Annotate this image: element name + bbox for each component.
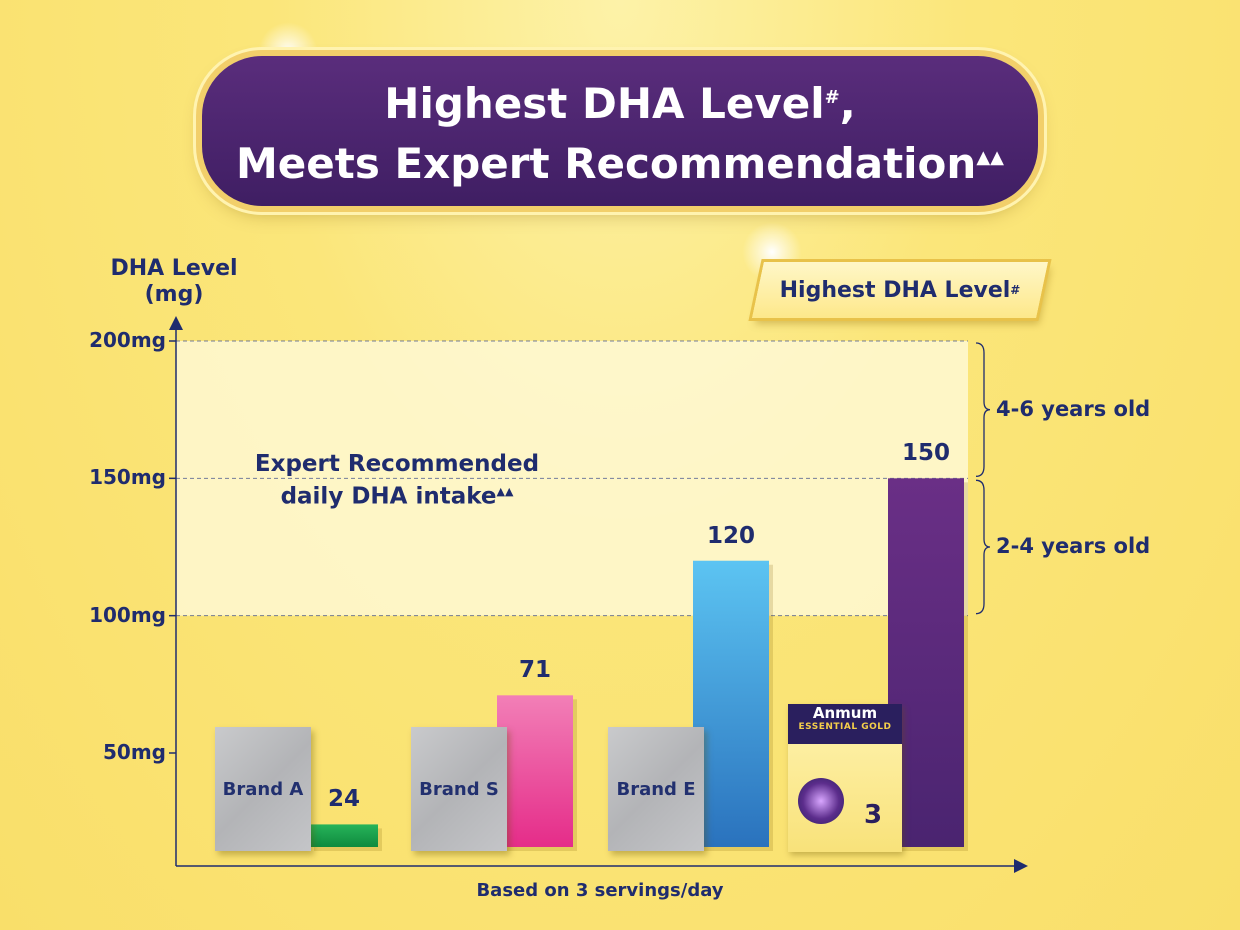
range-label-4-6-years: 4-6 years old xyxy=(996,396,1151,421)
range-bracket-0 xyxy=(975,479,991,615)
bar-brand-s xyxy=(497,695,573,847)
brand-e-box: Brand E xyxy=(608,727,704,851)
bar-brand-a xyxy=(310,824,378,847)
anmum-product-pack: Anmum ESSENTIAL GOLD 3 xyxy=(788,704,902,852)
brand-a-box: Brand A xyxy=(215,727,311,851)
product-graphic-icon xyxy=(798,778,844,824)
product-header: Anmum ESSENTIAL GOLD xyxy=(788,704,902,744)
product-brand: Anmum xyxy=(812,704,878,722)
highest-dha-badge: Highest DHA Level # xyxy=(779,277,1021,303)
y-tick-label-200: 200mg xyxy=(89,328,166,352)
expert-recommendation-note: Expert Recommended daily DHA intake▲▲ xyxy=(254,451,540,510)
value-label-brand-a: 24 xyxy=(327,786,360,813)
y-tick-label-100: 100mg xyxy=(89,602,166,627)
value-label-brand-s: 71 xyxy=(518,657,551,684)
product-line: ESSENTIAL GOLD xyxy=(798,722,892,732)
bar-brand-e xyxy=(693,560,769,847)
value-label-brand-e: 120 xyxy=(706,522,755,549)
y-axis-title: DHA Level (mg) xyxy=(110,256,238,307)
value-label-anmum: 150 xyxy=(901,440,950,467)
title-banner: Highest DHA Level#, Meets Expert Recomme… xyxy=(202,56,1038,206)
range-label-2-4-years: 2-4 years old xyxy=(996,534,1151,558)
title-line-2: Meets Expert Recommendation▲▲ xyxy=(235,139,1005,188)
range-bracket-1 xyxy=(975,342,991,477)
product-step-number: 3 xyxy=(864,800,883,830)
brand-s-box: Brand S xyxy=(411,727,507,851)
y-axis-arrow xyxy=(169,316,183,330)
x-axis-label: Based on 3 servings/day xyxy=(476,880,724,901)
y-tick-label-50: 50mg xyxy=(103,740,166,764)
y-tick-label-150: 150mg xyxy=(89,465,166,490)
x-axis-arrow xyxy=(1014,859,1028,873)
title-line-1: Highest DHA Level#, xyxy=(384,79,856,128)
